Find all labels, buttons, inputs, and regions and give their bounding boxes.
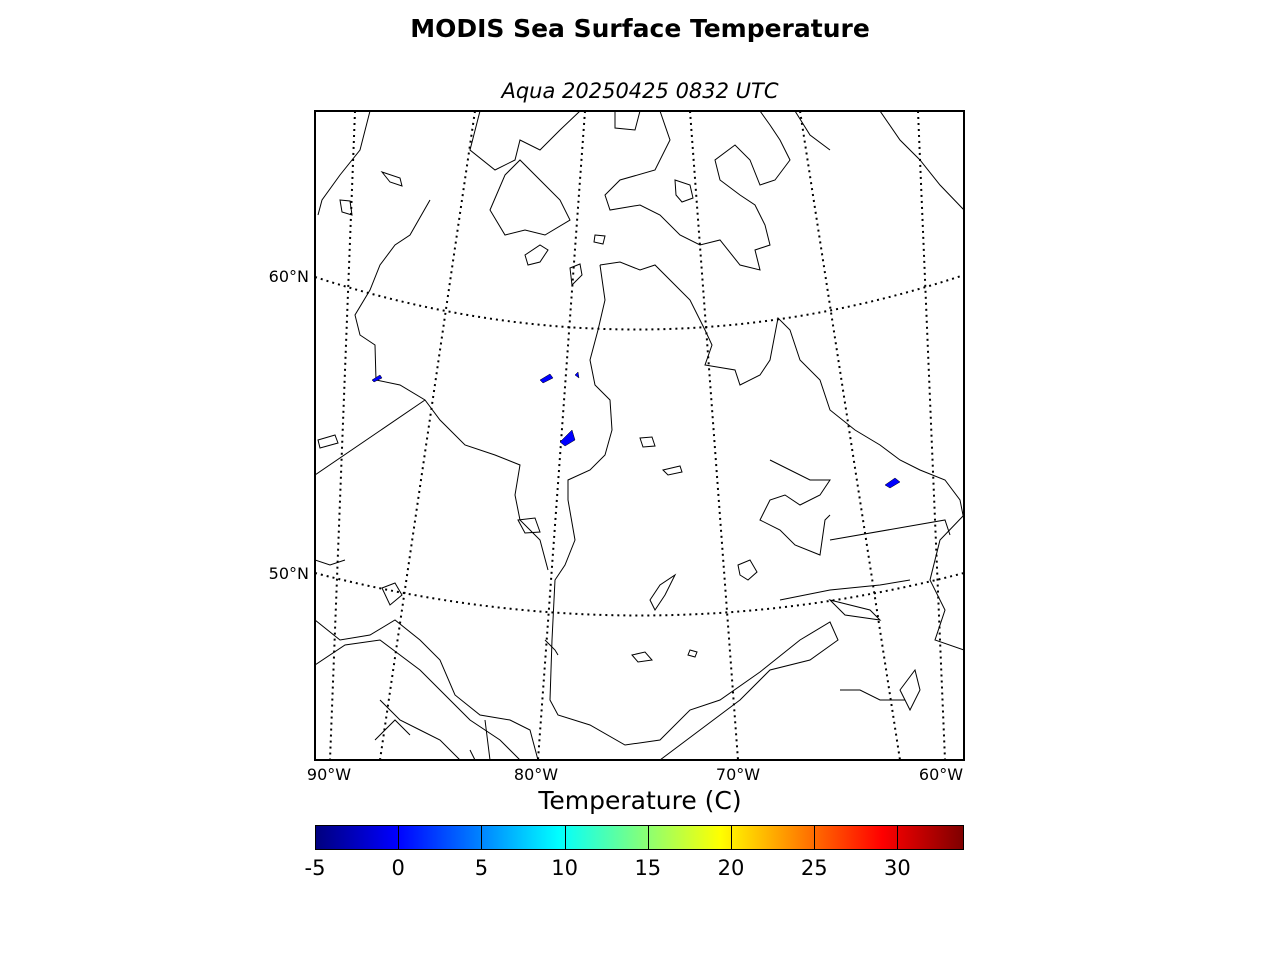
meridian-80w (537, 111, 586, 760)
colorbar-tick-label: 20 (717, 856, 745, 880)
coastlines (315, 111, 964, 760)
lon-label-60w: 60°W (919, 765, 963, 784)
colorbar-tick-label: 5 (474, 856, 489, 880)
map-area (315, 111, 964, 760)
colorbar-label: Temperature (C) (538, 786, 742, 815)
map-frame (314, 110, 965, 761)
meridian-60w (917, 111, 946, 760)
colorbar-tick-mark (814, 825, 816, 850)
colorbar-tick-mark (897, 825, 899, 850)
colorbar-tick-label: 10 (551, 856, 578, 880)
colorbar-tick-mark (398, 825, 400, 850)
meridian-65w (799, 111, 901, 760)
colorbar-tick-label: 25 (800, 856, 828, 880)
lon-label-90w: 90°W (307, 765, 351, 784)
colorbar (315, 825, 964, 850)
colorbar-tick-label: 30 (884, 856, 911, 880)
lat-label-60n: 60°N (269, 267, 309, 286)
colorbar-tick-mark (564, 825, 566, 850)
lon-label-70w: 70°W (716, 765, 760, 784)
parallel-60n (315, 274, 964, 331)
lon-label-80w: 80°W (514, 765, 558, 784)
colorbar-tick-label: 15 (634, 856, 662, 880)
lat-label-50n: 50°N (269, 564, 309, 583)
chart-subtitle: Aqua 20250425 0832 UTC (501, 79, 779, 103)
meridian-70w (689, 111, 739, 760)
colorbar-tick-mark (481, 825, 483, 850)
colorbar-tick-mark (731, 825, 733, 850)
chart-title: MODIS Sea Surface Temperature (410, 14, 870, 43)
sst-patches (371, 371, 901, 489)
colorbar-tick-mark (647, 825, 649, 850)
colorbar-tick-label: 0 (391, 856, 405, 880)
colorbar-tick-label: -5 (304, 856, 326, 880)
meridian-85w (379, 111, 476, 760)
colorbar-tick-mark (315, 825, 316, 850)
